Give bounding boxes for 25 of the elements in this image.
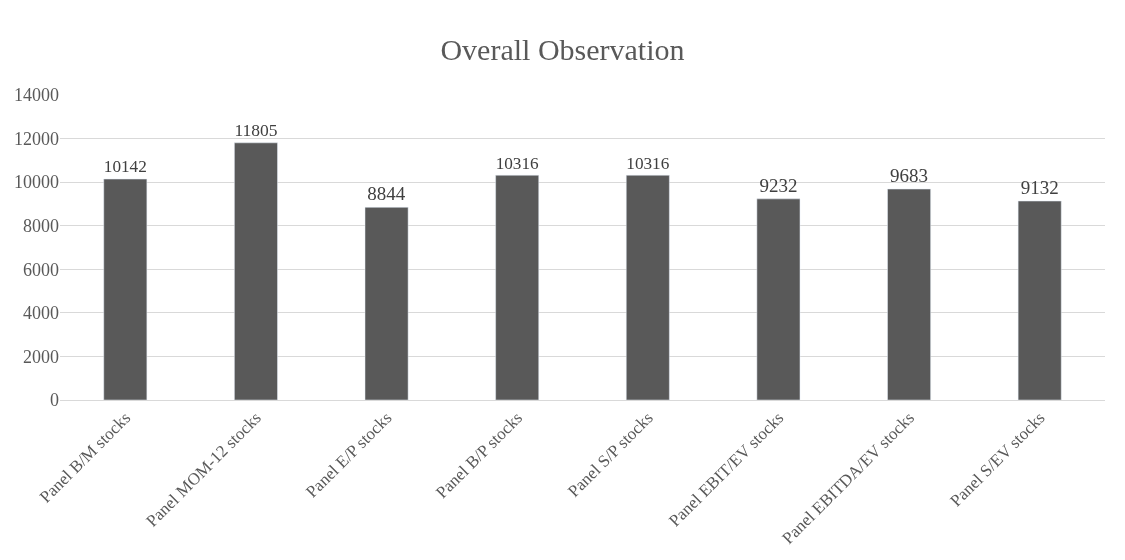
y-tick-label: 0: [50, 390, 59, 411]
y-tick-label: 14000: [14, 85, 59, 106]
bar: [756, 198, 801, 400]
chart-title: Overall Observation: [440, 33, 685, 67]
y-tick-label: 8000: [23, 216, 59, 237]
bar: [1017, 200, 1062, 400]
y-tick-label: 2000: [23, 346, 59, 367]
y-tick-label: 12000: [14, 128, 59, 149]
bar: [495, 175, 539, 400]
data-label: 10316: [626, 153, 670, 173]
data-label: 10316: [495, 153, 540, 173]
data-label: 8844: [367, 183, 406, 205]
bar: [103, 178, 148, 400]
data-label: 10142: [103, 157, 147, 177]
data-label: 9132: [1020, 177, 1059, 199]
y-tick-label: 6000: [23, 259, 59, 280]
bar: [234, 142, 278, 400]
bar: [626, 175, 670, 400]
y-tick-label: 10000: [14, 172, 59, 193]
data-label: 9232: [759, 174, 798, 196]
data-label: 9683: [890, 165, 929, 187]
y-tick-label: 4000: [23, 303, 59, 324]
bar: [364, 207, 409, 400]
bar: [887, 188, 931, 400]
data-label: 11805: [234, 120, 278, 141]
